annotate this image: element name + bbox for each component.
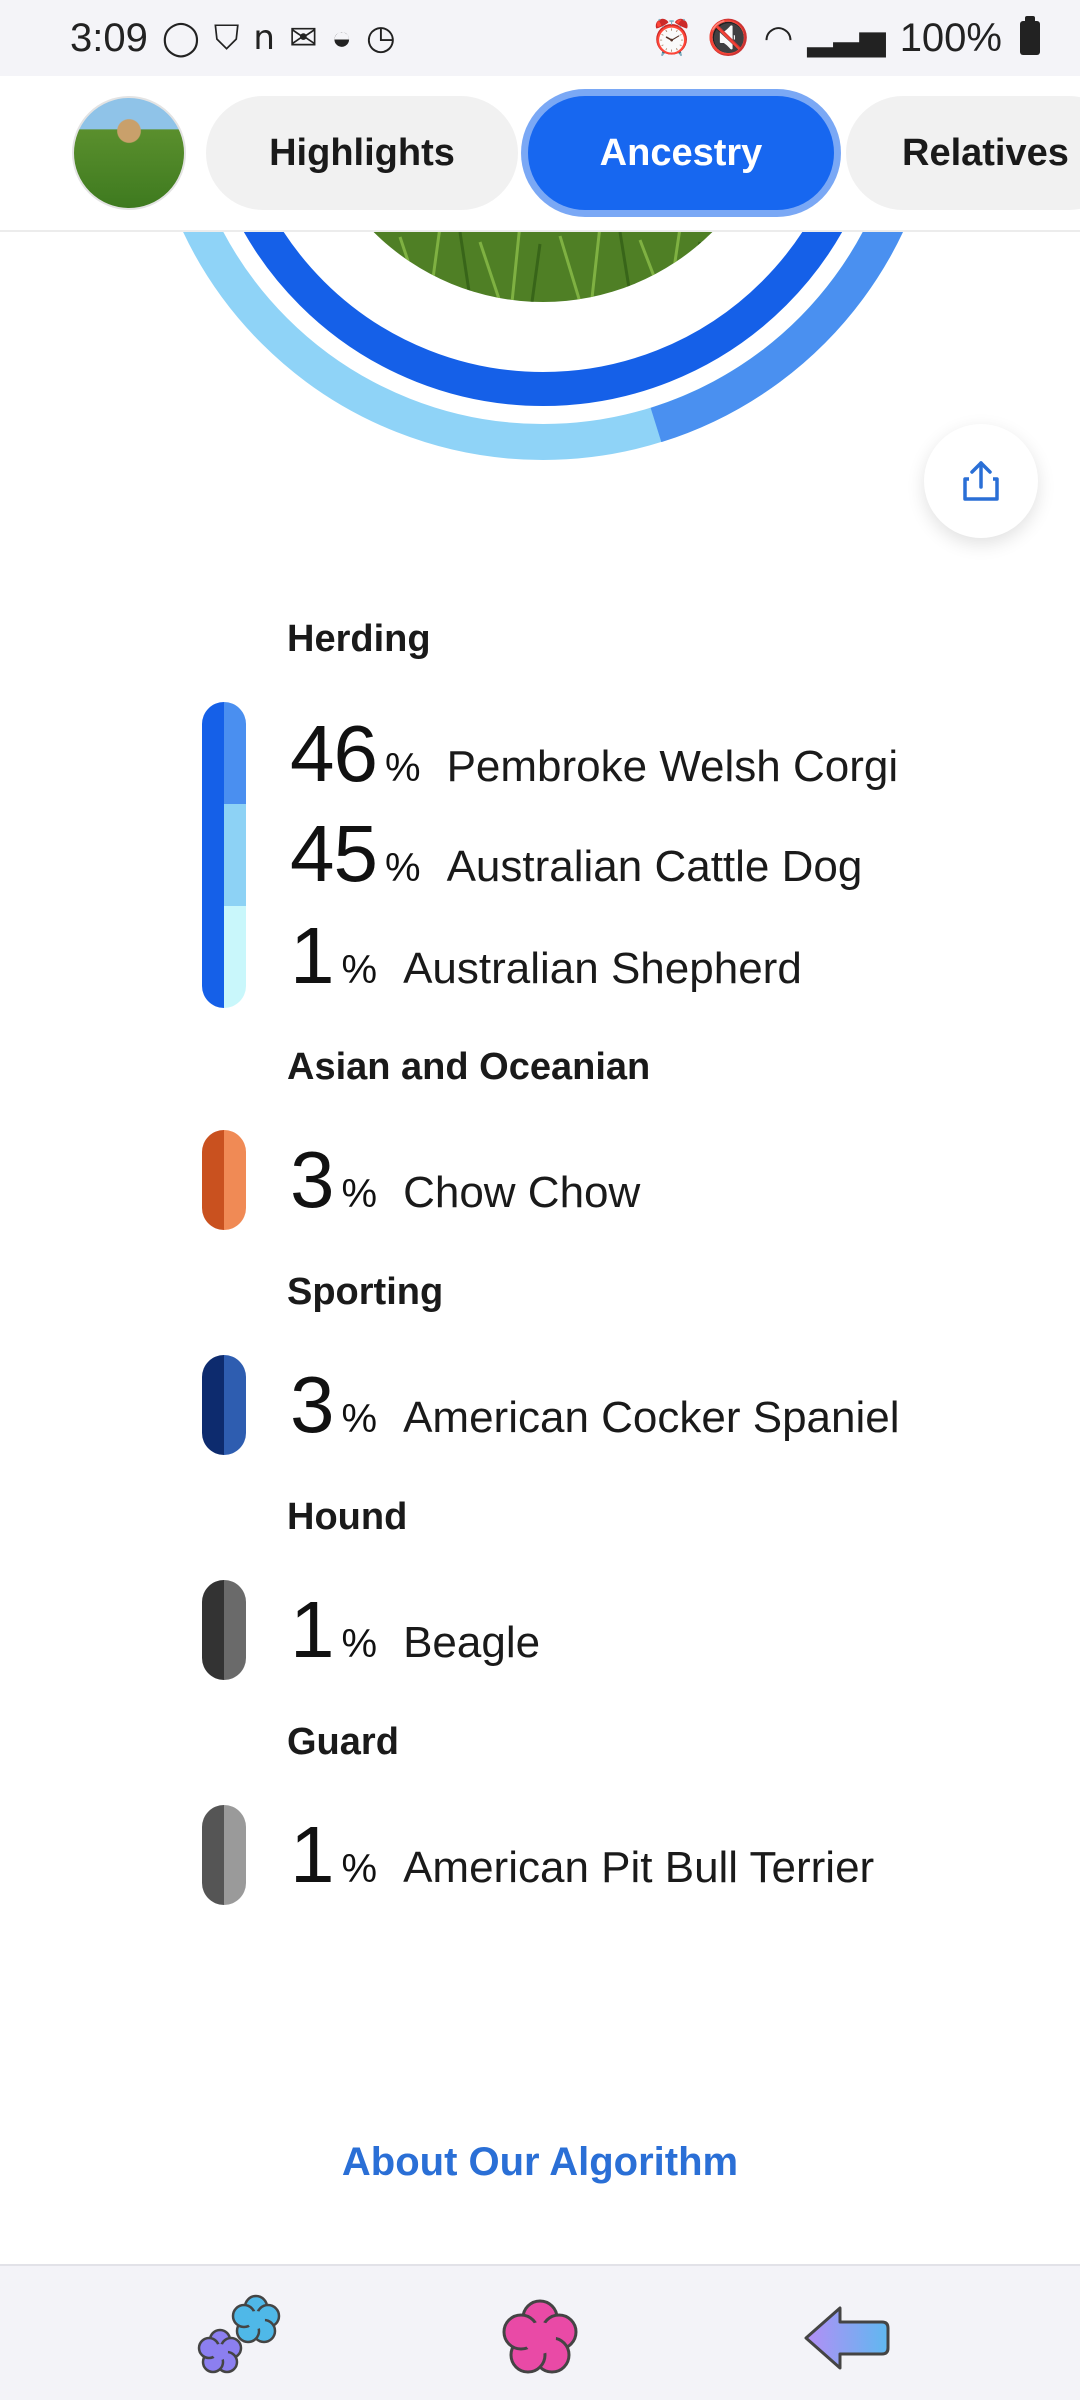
share-button[interactable] [924, 424, 1038, 538]
breed-percent: 1 [290, 1585, 334, 1674]
breed-row[interactable]: 1 % American Pit Bull Terrier [290, 1809, 874, 1901]
percent-sign: % [384, 846, 421, 890]
mail-icon: ✉ [288, 19, 318, 57]
corgi-segment [224, 702, 246, 804]
breed-percent: 1 [290, 1810, 334, 1899]
ring-outer-medium [650, 232, 903, 443]
tab-relatives[interactable]: Relatives [846, 96, 1080, 210]
beagle-segment [224, 1580, 246, 1680]
sporting-bar-dark [202, 1355, 224, 1455]
tab-relatives-label: Relatives [902, 131, 1069, 174]
pitbull-segment [224, 1805, 246, 1905]
ring-inner-dark [243, 232, 843, 406]
status-bar: 3:09 ◯ ⛉ ո ✉ ◒ ◷ ⏰ 🔇 ◠ ▂▃▅ 100% [0, 0, 1080, 76]
tab-highlights[interactable]: Highlights [206, 96, 518, 210]
group-title-hound: Hound [287, 1496, 408, 1538]
group-title-sporting: Sporting [287, 1271, 444, 1313]
breed-row[interactable]: 46 % Pembroke Welsh Corgi [290, 708, 898, 800]
about-algorithm-link[interactable]: About Our Algorithm [341, 2140, 739, 2184]
herding-bar-segments [224, 702, 246, 1008]
breed-name: Chow Chow [403, 1168, 641, 1217]
status-left: 3:09 ◯ ⛉ ո ✉ ◒ ◷ [70, 16, 396, 61]
breed-name: Australian Shepherd [403, 944, 802, 993]
status-time: 3:09 [70, 15, 148, 60]
breed-name: American Cocker Spaniel [403, 1393, 900, 1442]
cattle-dog-segment [224, 804, 246, 906]
percent-sign: % [341, 1847, 378, 1891]
shepherd-segment [224, 906, 246, 1008]
breed-percent: 46 [290, 709, 378, 798]
breed-row[interactable]: 3 % Chow Chow [290, 1134, 640, 1226]
battery-text: 100% [899, 15, 1002, 60]
tab-ancestry[interactable]: Ancestry [528, 96, 834, 210]
tab-ancestry-label: Ancestry [599, 131, 763, 174]
status-right: ⏰ 🔇 ◠ ▂▃▅ 100% [651, 16, 1040, 61]
hound-bar-dark [202, 1580, 224, 1680]
wifi-icon: ◠ [763, 19, 794, 57]
sporting-color-bar [202, 1355, 246, 1455]
breed-row[interactable]: 45 % Australian Cattle Dog [290, 808, 862, 900]
group-title-guard: Guard [287, 1721, 399, 1763]
ring-svg [183, 232, 903, 460]
breed-name: Pembroke Welsh Corgi [446, 742, 899, 791]
shield-app-icon: ⛉ [213, 19, 240, 57]
percent-sign: % [341, 1397, 378, 1441]
cocker-segment [224, 1355, 246, 1455]
group-title-asian-oceanian: Asian and Oceanian [287, 1046, 651, 1088]
flower-icon[interactable] [490, 2286, 590, 2386]
breed-percent: 45 [290, 809, 378, 898]
percent-sign: % [384, 746, 421, 790]
timer-app-icon: ◷ [366, 19, 396, 57]
breed-row[interactable]: 1 % Australian Shepherd [290, 910, 802, 1002]
percent-sign: % [341, 1622, 378, 1666]
hound-color-bar [202, 1580, 246, 1680]
breed-row[interactable]: 1 % Beagle [290, 1584, 540, 1676]
ancestry-ring [0, 232, 1080, 462]
tab-highlights-label: Highlights [269, 131, 455, 174]
asian-bar-dark [202, 1130, 224, 1230]
n-app-icon: ո [253, 19, 275, 57]
avatar[interactable] [72, 96, 186, 210]
percent-sign: % [341, 948, 378, 992]
breed-name: Australian Cattle Dog [446, 842, 863, 891]
flowers-icon[interactable] [188, 2286, 288, 2386]
battery-icon [1020, 16, 1040, 55]
pot-app-icon: ◒ [331, 19, 353, 57]
back-arrow-icon[interactable] [796, 2286, 896, 2386]
breed-percent: 3 [290, 1135, 334, 1224]
alarm-icon: ⏰ [650, 19, 694, 57]
percent-sign: % [341, 1172, 378, 1216]
breed-percent: 1 [290, 911, 334, 1000]
bottom-nav [0, 2264, 1080, 2400]
breed-name: Beagle [403, 1618, 541, 1667]
chow-segment [224, 1130, 246, 1230]
herding-color-bar [202, 702, 246, 1008]
herding-bar-dark [202, 702, 224, 1008]
signal-icon: ▂▃▅ [807, 19, 886, 57]
guard-color-bar [202, 1805, 246, 1905]
ring-outer-light [183, 232, 903, 460]
mute-icon: 🔇 [707, 19, 750, 57]
breed-percent: 3 [290, 1360, 334, 1449]
breed-row[interactable]: 3 % American Cocker Spaniel [290, 1359, 900, 1451]
guard-bar-dark [202, 1805, 224, 1905]
asian-color-bar [202, 1130, 246, 1230]
share-icon [963, 461, 999, 501]
circle-app-icon: ◯ [161, 19, 200, 57]
group-title-herding: Herding [287, 618, 431, 660]
top-nav: Highlights Ancestry Relatives [0, 76, 1080, 232]
breed-name: American Pit Bull Terrier [403, 1843, 875, 1892]
